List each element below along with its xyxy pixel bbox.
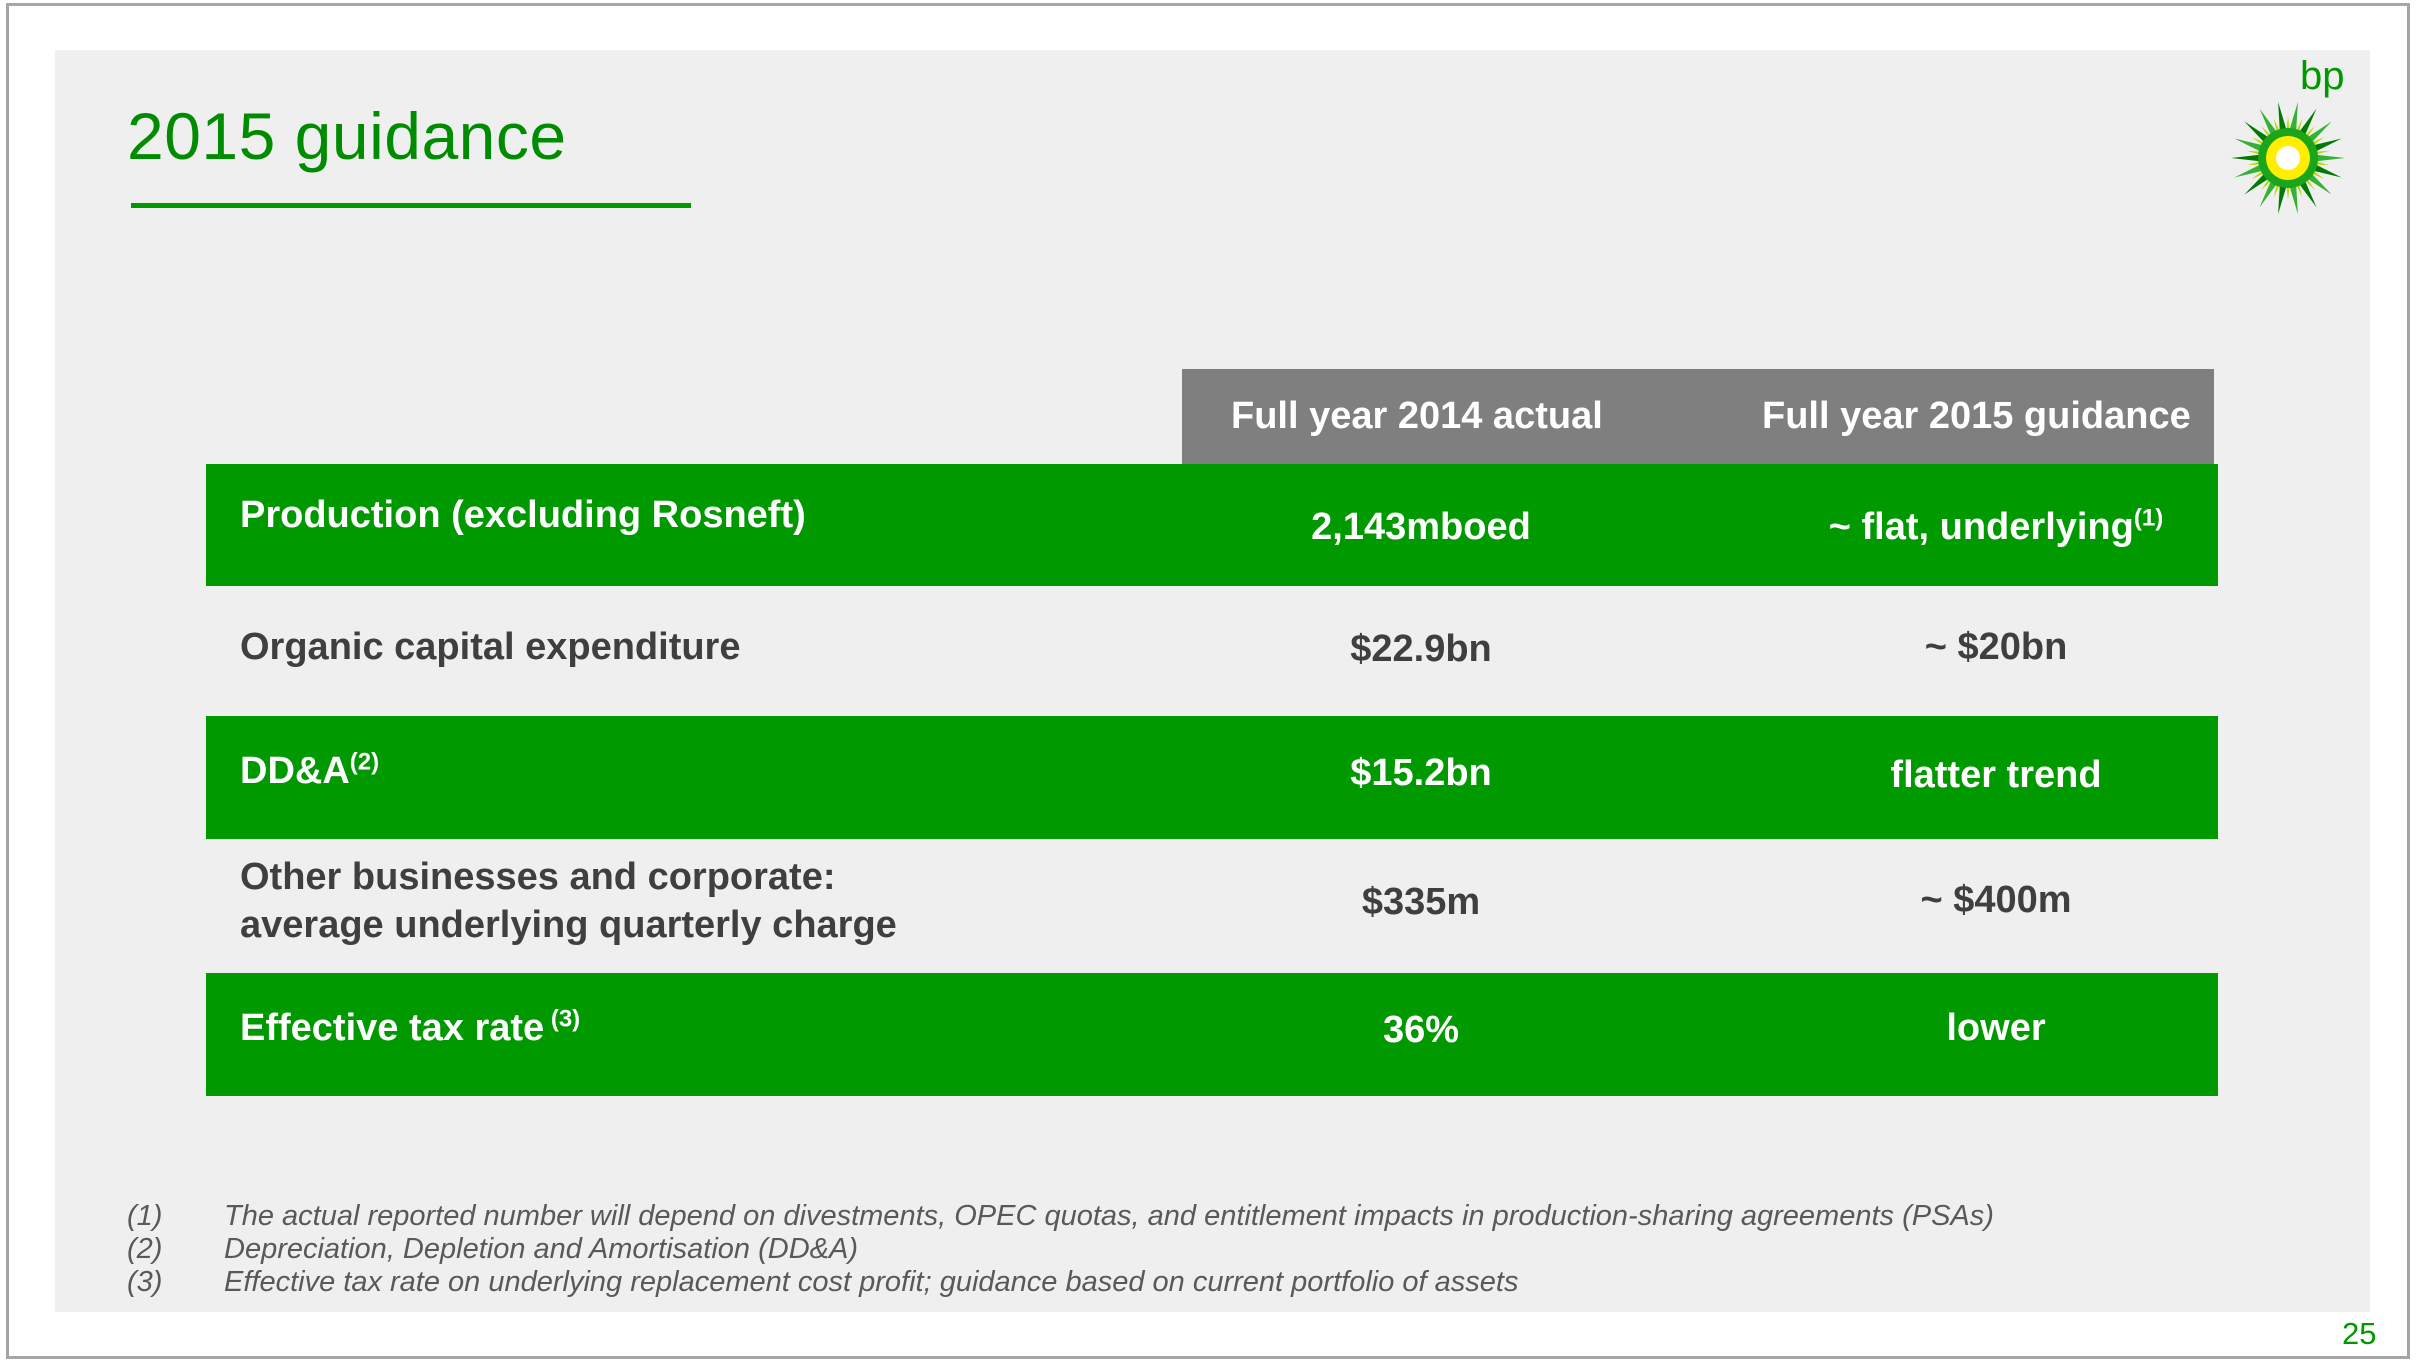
footnote-ref: (3) (544, 1005, 581, 1033)
row-guidance: lower (1946, 1007, 2046, 1049)
row-actual: 36% (1382, 1009, 1460, 1051)
row-label: Organic capital expenditure (240, 626, 741, 668)
header-2014-actual: Full year 2014 actual (1231, 395, 1603, 437)
footnote-text: Depreciation, Depletion and Amortisation… (224, 1233, 858, 1265)
row-actual: $15.2bn (1350, 752, 1492, 794)
row-guidance: ~ flat, underlying(1) (1828, 504, 2164, 548)
table-row-dda: DD&A(2) $15.2bn flatter trend (206, 716, 2218, 839)
page-number: 25 (2342, 1316, 2377, 1351)
title-underline (131, 203, 691, 208)
table-row-tax-rate: Effective tax rate (3) 36% lower (206, 973, 2218, 1096)
table-row-capex: Organic capital expenditure $22.9bn ~ $2… (206, 586, 2218, 716)
row-guidance: ~ $400m (1920, 879, 2072, 921)
row-label: DD&A(2) (240, 748, 380, 792)
row-label: Effective tax rate (3) (240, 1005, 581, 1049)
footnote-text: The actual reported number will depend o… (224, 1200, 1994, 1232)
footnote-number: (2) (127, 1233, 163, 1265)
footnote-number: (3) (127, 1266, 163, 1298)
row-actual: $22.9bn (1350, 628, 1492, 670)
footnote-text: Effective tax rate on underlying replace… (224, 1266, 1519, 1298)
row-label: Production (excluding Rosneft) (240, 494, 806, 536)
header-2015-guidance: Full year 2015 guidance (1762, 395, 2191, 437)
row-actual: 2,143mboed (1311, 506, 1531, 548)
row-guidance: flatter trend (1890, 754, 2102, 796)
table-row-production: Production (excluding Rosneft) 2,143mboe… (206, 464, 2218, 586)
row-actual: $335m (1361, 881, 1481, 923)
row-guidance: ~ $20bn (1924, 626, 2068, 668)
slide-background (55, 50, 2370, 1312)
bp-logo-text: bp (2300, 54, 2345, 98)
slide-title: 2015 guidance (127, 99, 567, 173)
footnote-ref: (2) (349, 748, 380, 776)
footnote-ref: (1) (2133, 504, 2164, 532)
table-header: Full year 2014 actual Full year 2015 gui… (1182, 369, 2214, 464)
bp-helios-logo-icon (2231, 101, 2345, 215)
table-row-other-businesses: Other businesses and corporate: average … (206, 839, 2218, 973)
row-label: Other businesses and corporate: average … (240, 856, 897, 946)
footnote-number: (1) (127, 1200, 163, 1232)
